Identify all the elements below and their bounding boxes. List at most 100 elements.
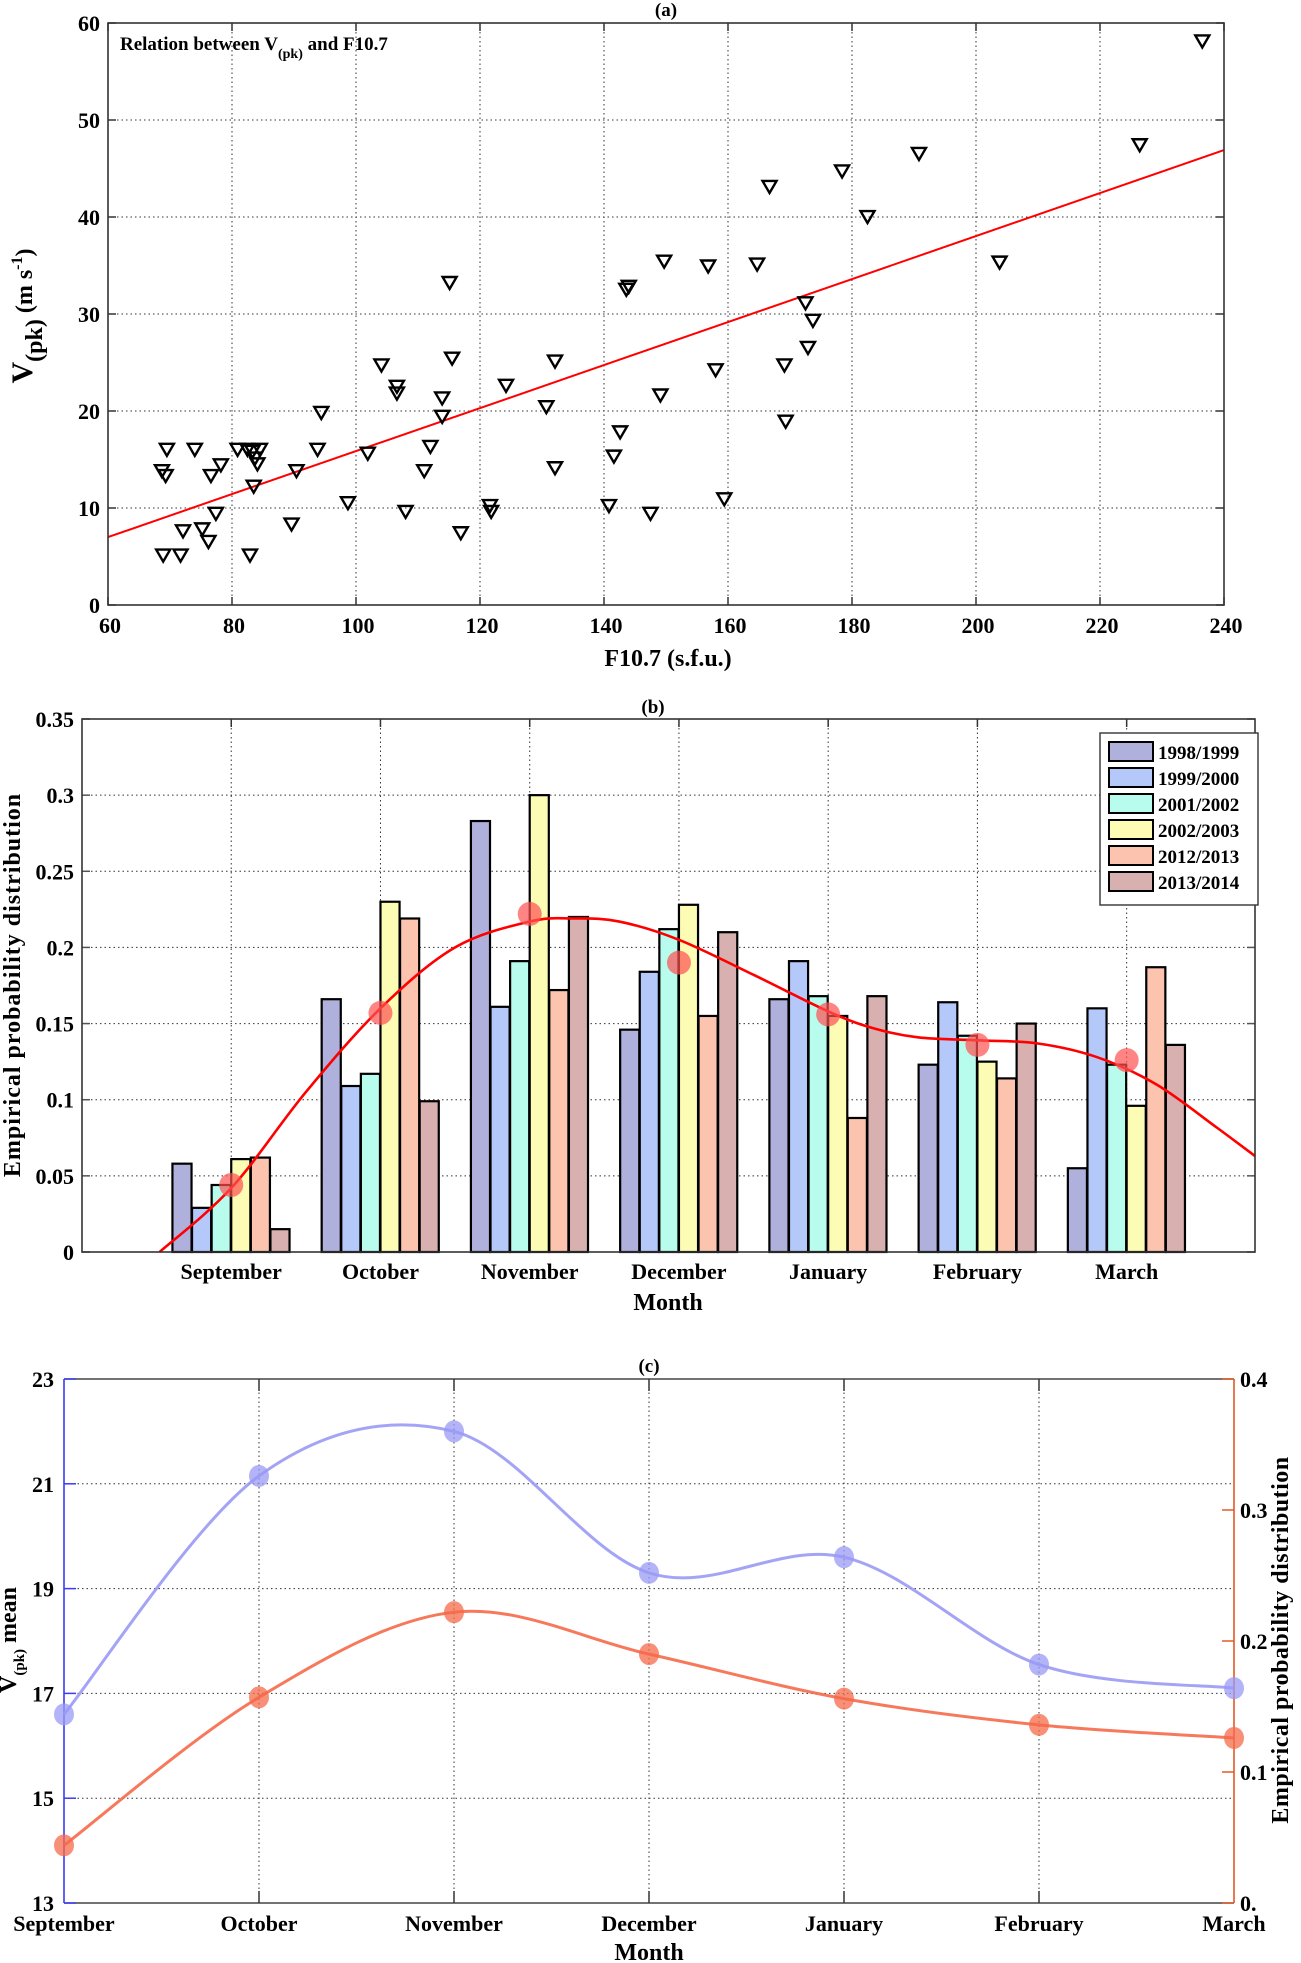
left-label-sub: (pk): [12, 1649, 28, 1676]
x-tick-label: 240: [1210, 613, 1243, 638]
y-tick-label: 0.05: [36, 1164, 75, 1189]
data-point-triangle: [282, 517, 301, 533]
panel-a-title: (a): [655, 0, 677, 21]
data-point-triangle: [545, 461, 565, 477]
data-point-triangle: [641, 506, 660, 523]
panel-a-y-ticks: 0 10 20 30 40 50 60: [78, 11, 1224, 618]
bar-2013-2014-november: [567, 915, 590, 1254]
data-point-triangle: [228, 442, 247, 459]
x-tick-label: 140: [590, 613, 623, 638]
data-point-triangle: [338, 495, 358, 512]
bar-1999-2000-september: [190, 1206, 213, 1254]
y-tick-label: 10: [78, 496, 100, 521]
data-point-triangle: [798, 340, 818, 357]
data-point-triangle: [248, 457, 267, 473]
bar-2002-2003-november: [528, 794, 550, 1254]
probability-marker-december: [639, 1643, 659, 1666]
panel-a-fit-line: [107, 149, 1225, 539]
data-point-triangle: [250, 442, 269, 459]
x-tick-label: 120: [466, 613, 499, 638]
bar-1998-1999-february: [917, 1063, 939, 1254]
bar-2012-2013-september: [249, 1156, 272, 1254]
panel-b-bars: [171, 794, 1187, 1254]
left-tick-label: 17: [32, 1681, 54, 1706]
bar-2012-2013-october: [398, 917, 421, 1254]
bar-2013-2014-january: [866, 995, 888, 1254]
panel-b-x-label: Month: [633, 1290, 702, 1316]
legend-swatch-2012-2013: [1108, 845, 1154, 866]
x-tick-label: 100: [342, 613, 375, 638]
left-tick-label: 19: [32, 1577, 54, 1602]
panel-b-y-label: Empirical probability distribution: [0, 793, 26, 1177]
data-point-triangle: [171, 548, 190, 564]
x-tick-label: January: [789, 1259, 867, 1284]
mean-marker-september: [219, 1172, 244, 1197]
ylabel-end: ): [12, 248, 38, 256]
bar-2001-2002-december: [658, 928, 680, 1254]
vpk-mean-marker-february: [1029, 1653, 1049, 1676]
y-tick-label: 0.2: [47, 935, 75, 960]
data-point-triangle: [244, 479, 263, 496]
data-point-triangle: [858, 209, 877, 226]
data-point-triangle: [308, 442, 327, 459]
legend-swatch-1998-1999: [1108, 741, 1154, 762]
x-tick-label: November: [405, 1911, 503, 1936]
panel-b-x-ticks: September October November December January F…: [181, 719, 1158, 1284]
data-point-triangle: [396, 504, 415, 521]
right-tick-label: 0.2: [1240, 1629, 1268, 1654]
vpk-mean-marker-october: [249, 1464, 269, 1487]
data-point-triangle: [312, 405, 331, 422]
panel-c-x-label: Month: [614, 1940, 683, 1963]
bar-2012-2013-february: [995, 1077, 1018, 1254]
legend-label: 2002/2003: [1158, 821, 1239, 842]
right-tick-label: 0.3: [1240, 1498, 1268, 1523]
right-tick-label: 0.: [1240, 1891, 1257, 1916]
bar-2002-2003-march: [1125, 1104, 1147, 1254]
mean-marker-march: [1114, 1048, 1139, 1073]
bar-1999-2000-march: [1086, 1007, 1108, 1254]
bar-2013-2014-february: [1015, 1022, 1037, 1254]
data-point-triangle: [199, 534, 218, 551]
legend-swatch-1999-2000: [1108, 767, 1154, 788]
data-point-triangle: [748, 257, 767, 273]
panel-a-x-label: F10.7 (s.f.u.): [604, 646, 731, 672]
data-point-triangle: [211, 458, 230, 474]
x-tick-label: December: [631, 1259, 727, 1284]
data-point-triangle: [443, 351, 462, 368]
bar-2002-2003-february: [976, 1060, 998, 1254]
legend-label: 2001/2002: [1158, 795, 1239, 816]
left-tick-label: 23: [32, 1367, 54, 1392]
y-tick-label: 0: [63, 1240, 74, 1265]
x-tick-label: November: [481, 1259, 579, 1284]
panel-a-scatter: (a) 0 10 20 30 40 50 60 60 80 100 120 140 160 180 200…: [6, 0, 1243, 672]
data-point-triangle: [619, 279, 638, 296]
y-tick-label: 60: [78, 11, 100, 36]
panel-b-frame: [81, 718, 1256, 1253]
data-point-triangle: [415, 463, 434, 480]
bar-2012-2013-march: [1145, 966, 1167, 1254]
panel-c-dual-line-chart: (c) 13 15 17 19 21 23 0. 0.1 0.2 0.3 0.4 Septembe…: [0, 1356, 1294, 1963]
bar-2013-2014-september: [269, 1228, 291, 1254]
data-point-triangle: [185, 442, 204, 459]
y-tick-label: 0.3: [47, 783, 75, 808]
left-label-main: V: [0, 1675, 22, 1693]
data-point-triangle: [832, 164, 852, 180]
data-point-triangle: [156, 468, 175, 485]
vpk-mean-marker-november: [444, 1420, 464, 1443]
ylabel-sub: (pk): [22, 319, 48, 362]
data-point-triangle: [611, 425, 630, 441]
y-tick-label: 40: [78, 205, 100, 230]
data-point-triangle: [803, 313, 823, 330]
legend-label: 1999/2000: [1158, 769, 1239, 790]
data-point-triangle: [206, 506, 225, 523]
data-point-triangle: [760, 179, 779, 196]
mean-marker-february: [965, 1032, 990, 1057]
ylabel-sup: -1: [9, 256, 26, 269]
bar-1998-1999-october: [320, 998, 342, 1254]
legend-label: 2013/2014: [1158, 873, 1240, 894]
vpk-mean-marker-december: [639, 1561, 659, 1584]
vpk-mean-marker-january: [834, 1546, 854, 1569]
y-tick-label: 0.35: [36, 707, 75, 732]
data-point-triangle: [421, 439, 440, 456]
